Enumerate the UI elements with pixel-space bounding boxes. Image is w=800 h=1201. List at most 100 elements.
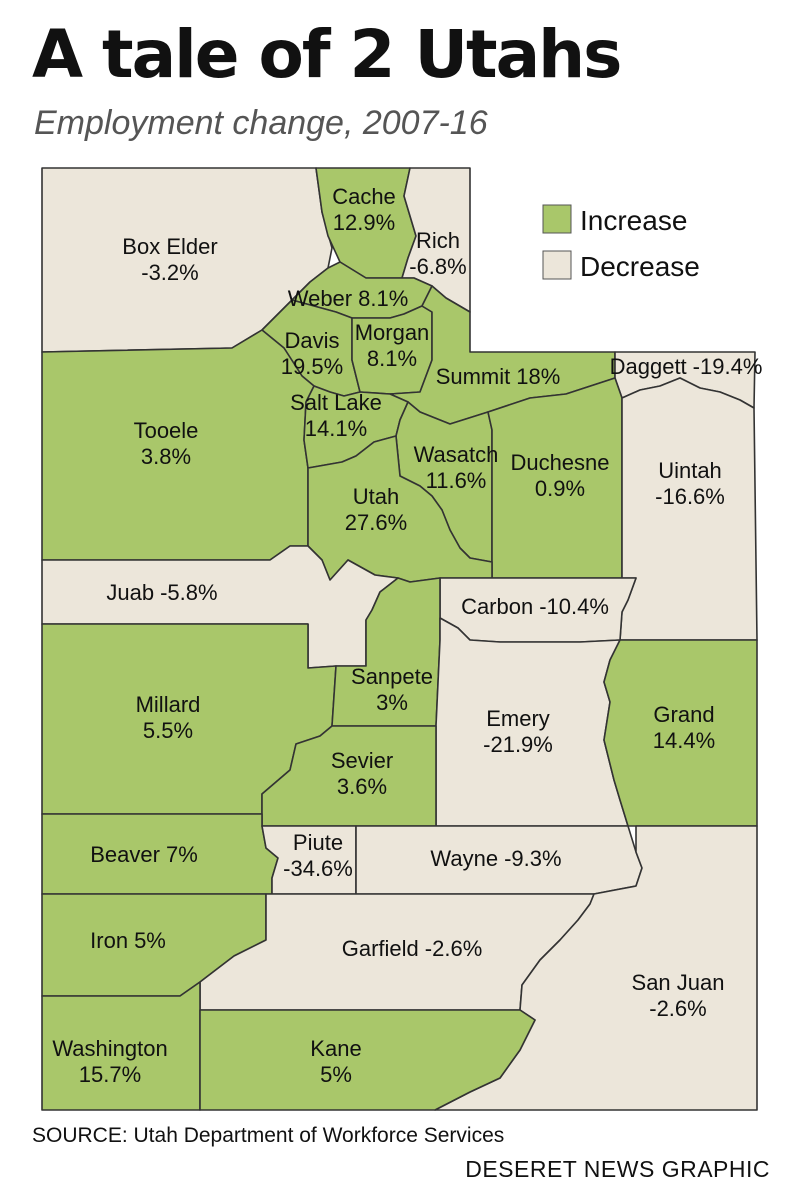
county-change: 5.5% — [143, 718, 193, 743]
county-change: -3.2% — [141, 260, 198, 285]
credit-line: DESERET NEWS GRAPHIC — [465, 1156, 770, 1182]
county-change: 15.7% — [79, 1062, 141, 1087]
county-change: 27.6% — [345, 510, 407, 535]
county-label-san-juan: San Juan -2.6% — [632, 970, 725, 1021]
county-change: 5% — [134, 928, 166, 953]
legend-swatch-decrease — [542, 250, 572, 280]
county-name: Juab — [106, 580, 154, 605]
county-name: Wayne — [430, 846, 498, 871]
county-name: Beaver — [90, 842, 160, 867]
county-change: 8.1% — [358, 286, 408, 311]
county-label-juab: Juab -5.8% — [106, 580, 217, 605]
counties-layer — [41, 167, 758, 1111]
county-label-daggett: Daggett -19.4% — [610, 354, 763, 379]
county-label-grand: Grand 14.4% — [653, 702, 715, 753]
county-name: Carbon — [461, 594, 533, 619]
county-change: -6.8% — [409, 254, 466, 279]
county-name: Piute — [293, 830, 343, 855]
county-name: Morgan — [355, 320, 430, 345]
county-label-salt-lake: Salt Lake 14.1% — [290, 390, 382, 441]
county-label-millard: Millard 5.5% — [136, 692, 201, 743]
county-kane — [199, 1009, 536, 1111]
county-name: Iron — [90, 928, 128, 953]
county-change: 18% — [516, 364, 560, 389]
county-name: Wasatch — [414, 442, 499, 467]
county-change: 8.1% — [367, 346, 417, 371]
county-label-washington: Washington 15.7% — [52, 1036, 167, 1087]
county-label-cache: Cache 12.9% — [332, 184, 396, 235]
county-name: Washington — [52, 1036, 167, 1061]
county-name: Rich — [416, 228, 460, 253]
county-label-utah: Utah 27.6% — [345, 484, 407, 535]
county-label-kane: Kane 5% — [310, 1036, 361, 1087]
county-label-beaver: Beaver 7% — [90, 842, 198, 867]
county-change: -16.6% — [655, 484, 725, 509]
county-name: Utah — [353, 484, 399, 509]
county-change: -21.9% — [483, 732, 553, 757]
county-change: 14.1% — [305, 416, 367, 441]
county-name: Duchesne — [510, 450, 609, 475]
county-label-tooele: Tooele 3.8% — [134, 418, 199, 469]
county-change: 19.5% — [281, 354, 343, 379]
county-name: Weber — [288, 286, 352, 311]
county-change: 11.6% — [426, 468, 487, 493]
county-change: 0.9% — [535, 476, 585, 501]
county-name: Millard — [136, 692, 201, 717]
legend-label-increase: Increase — [580, 205, 687, 236]
county-label-morgan: Morgan 8.1% — [355, 320, 430, 371]
county-label-emery: Emery -21.9% — [483, 706, 553, 757]
county-name: Tooele — [134, 418, 199, 443]
county-change: -34.6% — [283, 856, 353, 881]
county-change: 3.8% — [141, 444, 191, 469]
county-label-carbon: Carbon -10.4% — [461, 594, 609, 619]
county-name: Kane — [310, 1036, 361, 1061]
county-name: Emery — [486, 706, 550, 731]
legend-swatch-increase — [542, 204, 572, 234]
county-change: -2.6% — [649, 996, 706, 1021]
county-name: Sevier — [331, 748, 393, 773]
legend-label-decrease: Decrease — [580, 251, 700, 282]
county-label-box-elder: Box Elder -3.2% — [122, 234, 217, 285]
page-title: A tale of 2 Utahs — [32, 16, 622, 93]
county-name: Sanpete — [351, 664, 433, 689]
county-beaver — [41, 813, 279, 895]
county-change: 7% — [166, 842, 198, 867]
page-subtitle: Employment change, 2007-16 — [34, 104, 488, 142]
county-grand — [603, 639, 758, 827]
county-name: Garfield — [342, 936, 419, 961]
county-name: Summit — [436, 364, 511, 389]
county-name: Daggett — [610, 354, 687, 379]
county-name: Grand — [653, 702, 714, 727]
county-label-wayne: Wayne -9.3% — [430, 846, 561, 871]
county-change: -10.4% — [539, 594, 609, 619]
legend: Increase Decrease — [542, 204, 700, 282]
county-label-sevier: Sevier 3.6% — [331, 748, 393, 799]
county-wayne — [355, 825, 643, 895]
source-note: SOURCE: Utah Department of Workforce Ser… — [32, 1124, 505, 1147]
county-change: -2.6% — [425, 936, 482, 961]
county-name: Uintah — [658, 458, 722, 483]
county-change: -9.3% — [504, 846, 561, 871]
county-label-garfield: Garfield -2.6% — [342, 936, 483, 961]
county-name: Davis — [284, 328, 339, 353]
county-change: 3% — [376, 690, 408, 715]
county-sanpete — [331, 577, 441, 727]
county-label-rich: Rich -6.8% — [409, 228, 466, 279]
county-change: 5% — [320, 1062, 352, 1087]
county-label-duchesne: Duchesne 0.9% — [510, 450, 609, 501]
county-label-summit: Summit 18% — [436, 364, 561, 389]
county-label-weber: Weber 8.1% — [288, 286, 409, 311]
county-label-wasatch: Wasatch 11.6% — [414, 442, 499, 493]
county-change: -5.8% — [160, 580, 217, 605]
county-label-piute: Piute -34.6% — [283, 830, 353, 881]
county-name: San Juan — [632, 970, 725, 995]
county-change: -19.4% — [693, 354, 763, 379]
county-label-iron: Iron 5% — [90, 928, 166, 953]
labels-layer: Box Elder -3.2%Cache 12.9%Rich -6.8%Weber 8.… — [52, 184, 762, 1087]
county-change: 3.6% — [337, 774, 387, 799]
county-name: Cache — [332, 184, 396, 209]
county-name: Box Elder — [122, 234, 217, 259]
county-label-uintah: Uintah -16.6% — [655, 458, 725, 509]
county-uintah — [619, 377, 758, 641]
